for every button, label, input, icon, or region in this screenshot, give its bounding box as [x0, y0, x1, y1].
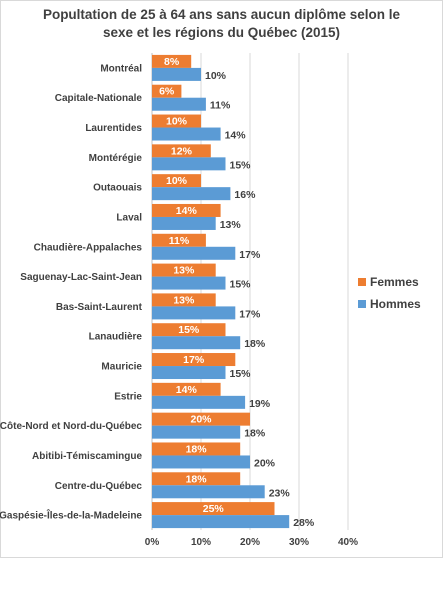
- data-label-hommes: 17%: [239, 308, 261, 320]
- bar-femmes: [152, 442, 241, 456]
- category-label: Bas-Saint-Laurent: [56, 302, 143, 313]
- data-label-hommes: 20%: [254, 457, 276, 469]
- data-label-femmes: 10%: [166, 175, 188, 187]
- data-label-hommes: 13%: [220, 219, 242, 231]
- x-tick-label: 0%: [145, 537, 160, 548]
- data-label-hommes: 17%: [239, 249, 261, 261]
- x-tick-label: 10%: [191, 537, 211, 548]
- data-label-hommes: 18%: [244, 428, 266, 440]
- data-label-hommes: 28%: [293, 517, 315, 529]
- x-tick-label: 30%: [289, 537, 309, 548]
- category-label: Mauricie: [101, 362, 142, 373]
- bar-femmes: [152, 472, 241, 486]
- category-label: Centre-du-Québec: [55, 481, 143, 492]
- x-tick-label: 40%: [338, 537, 358, 548]
- data-label-femmes: 20%: [190, 414, 212, 426]
- category-label: Gaspésie-Îles-de-la-Madeleine: [0, 509, 142, 522]
- data-label-femmes: 25%: [203, 503, 225, 515]
- bar-hommes: [152, 127, 221, 141]
- bar-hommes: [152, 157, 226, 171]
- data-label-femmes: 13%: [173, 294, 195, 306]
- category-label: Outaouais: [93, 183, 142, 194]
- bar-femmes: [152, 502, 275, 516]
- category-label: Montérégie: [89, 153, 143, 164]
- bar-hommes: [152, 336, 241, 350]
- bar-femmes: [152, 203, 221, 217]
- legend-swatch-hommes: [358, 300, 366, 308]
- data-label-hommes: 10%: [205, 70, 227, 82]
- legend-label-hommes: Hommes: [370, 297, 421, 311]
- bar-femmes: [152, 114, 201, 128]
- category-label: Saguenay-Lac-Saint-Jean: [20, 272, 142, 283]
- category-label: Abitibi-Témiscamingue: [32, 451, 142, 462]
- legend-label-femmes: Femmes: [370, 275, 419, 289]
- category-label: Montréal: [100, 63, 142, 74]
- category-label: Capitale-Nationale: [55, 93, 143, 104]
- legend-swatch-femmes: [358, 278, 366, 286]
- bar-hommes: [152, 246, 236, 260]
- bar-femmes: [152, 293, 216, 307]
- data-label-hommes: 23%: [269, 487, 291, 499]
- bar-hommes: [152, 425, 241, 439]
- bar-femmes: [152, 353, 236, 367]
- data-label-hommes: 18%: [244, 338, 266, 350]
- bar-hommes: [152, 485, 265, 499]
- data-label-femmes: 6%: [159, 86, 175, 98]
- chart-title-line-1: Popultation de 25 à 64 ans sans aucun di…: [42, 7, 401, 22]
- data-label-femmes: 18%: [186, 473, 208, 485]
- category-label: Côte-Nord et Nord-du-Québec: [0, 421, 142, 432]
- bar-hommes: [152, 306, 236, 320]
- bar-femmes: [152, 263, 216, 277]
- bar-femmes: [152, 323, 226, 337]
- data-label-hommes: 15%: [230, 159, 252, 171]
- bar-hommes: [152, 276, 226, 290]
- data-label-hommes: 15%: [230, 279, 252, 291]
- bar-femmes: [152, 144, 211, 158]
- bar-femmes: [152, 382, 221, 396]
- bar-femmes: [152, 233, 206, 247]
- x-tick-label: 20%: [240, 537, 260, 548]
- bar-hommes: [152, 97, 206, 111]
- bar-hommes: [152, 366, 226, 380]
- bar-femmes: [152, 54, 192, 68]
- bar-hommes: [152, 187, 231, 201]
- category-label: Laval: [116, 212, 142, 223]
- category-label: Laurentides: [85, 123, 142, 134]
- data-label-femmes: 17%: [183, 354, 205, 366]
- data-label-hommes: 11%: [210, 100, 231, 112]
- data-label-femmes: 11%: [169, 235, 190, 247]
- data-label-hommes: 19%: [249, 398, 271, 410]
- bar-femmes: [152, 84, 182, 98]
- data-label-femmes: 13%: [173, 265, 195, 277]
- category-label: Lanaudière: [89, 332, 143, 343]
- data-label-hommes: 15%: [230, 368, 252, 380]
- data-label-femmes: 14%: [176, 384, 198, 396]
- bar-femmes: [152, 174, 201, 188]
- bar-hommes: [152, 216, 216, 230]
- data-label-femmes: 12%: [171, 145, 193, 157]
- bar-hommes: [152, 455, 250, 469]
- data-label-hommes: 14%: [225, 130, 247, 142]
- category-label: Chaudière-Appalaches: [34, 242, 143, 253]
- data-label-femmes: 18%: [186, 443, 208, 455]
- data-label-femmes: 10%: [166, 116, 188, 128]
- data-label-femmes: 14%: [176, 205, 198, 217]
- bar-femmes: [152, 412, 250, 426]
- bar-hommes: [152, 67, 201, 81]
- data-label-femmes: 15%: [178, 324, 200, 336]
- chart-title-line-2: sexe et les régions du Québec (2015): [102, 25, 341, 40]
- bar-hommes: [152, 395, 246, 409]
- data-label-femmes: 8%: [164, 56, 180, 68]
- category-label: Estrie: [114, 391, 142, 402]
- bar-hommes: [152, 515, 290, 529]
- data-label-hommes: 16%: [234, 189, 256, 201]
